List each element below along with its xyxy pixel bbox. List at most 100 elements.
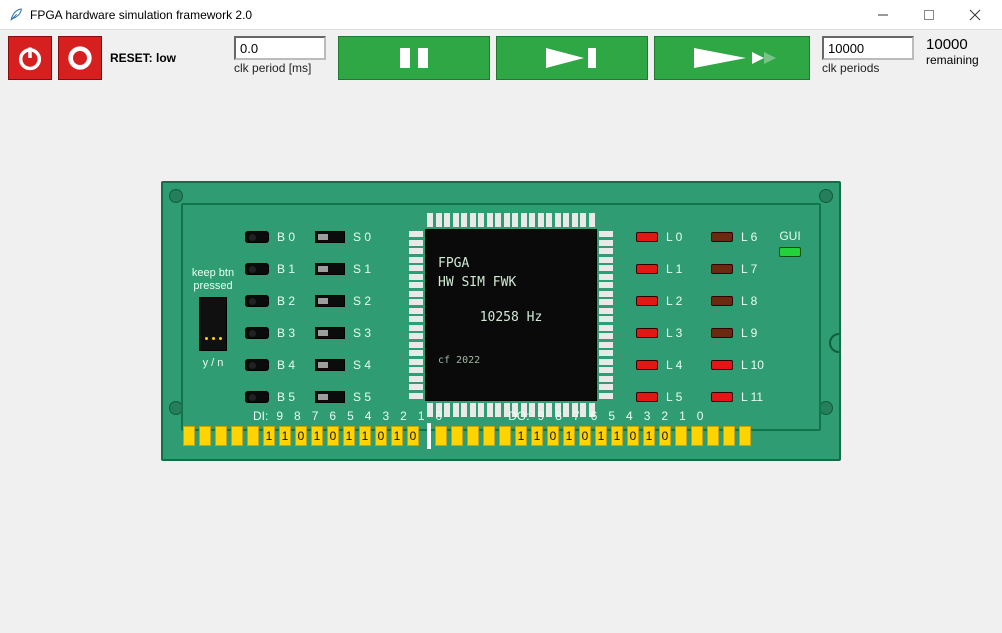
do-pad: 1 xyxy=(531,426,543,446)
push-button-b1[interactable] xyxy=(245,263,269,275)
toolbar: RESET: low clk period [ms] clk periods 1… xyxy=(0,30,1002,86)
io-pad xyxy=(199,426,211,446)
io-pad xyxy=(183,426,195,446)
push-button-b3[interactable] xyxy=(245,327,269,339)
power-button[interactable] xyxy=(8,36,52,80)
record-button[interactable] xyxy=(58,36,102,80)
di-pad[interactable]: 1 xyxy=(263,426,275,446)
do-index-labels: 9 8 7 6 5 4 3 2 1 0 xyxy=(538,409,704,423)
io-pad xyxy=(215,426,227,446)
titlebar: FPGA hardware simulation framework 2.0 xyxy=(0,0,1002,30)
di-pad[interactable]: 1 xyxy=(391,426,403,446)
led-l4 xyxy=(636,360,658,370)
io-pad xyxy=(435,426,447,446)
clk-period-caption: clk period [ms] xyxy=(234,61,311,75)
io-pad xyxy=(231,426,243,446)
chip-freq: 10258 Hz xyxy=(438,310,584,325)
di-pad[interactable]: 1 xyxy=(359,426,371,446)
dip-switch-s4[interactable] xyxy=(315,359,345,371)
do-label: DO: xyxy=(508,409,529,423)
di-do-labels: DI: 9 8 7 6 5 4 3 2 1 0 DO: 9 8 7 6 5 4 xyxy=(253,409,825,423)
di-index-labels: 9 8 7 6 5 4 3 2 1 0 xyxy=(276,409,442,423)
do-pad: 0 xyxy=(547,426,559,446)
pause-button[interactable] xyxy=(338,36,490,80)
io-separator xyxy=(427,423,431,449)
gui-label: GUI xyxy=(779,229,800,243)
di-pad[interactable]: 0 xyxy=(327,426,339,446)
s-label: S 3 xyxy=(353,326,377,340)
step-button[interactable] xyxy=(496,36,648,80)
close-button[interactable] xyxy=(952,0,998,30)
push-button-b0[interactable] xyxy=(245,231,269,243)
di-pad[interactable]: 1 xyxy=(311,426,323,446)
power-icon xyxy=(16,44,44,72)
led-column-a: L 0 L 1 L 2 L 3 L 4 L 5 xyxy=(636,229,682,405)
push-button-b2[interactable] xyxy=(245,295,269,307)
led-label: L 4 xyxy=(666,358,682,372)
led-label: L 1 xyxy=(666,262,682,276)
led-label: L 2 xyxy=(666,294,682,308)
led-label: L 8 xyxy=(741,294,757,308)
remaining-value: 10000 xyxy=(926,36,968,53)
led-l7 xyxy=(711,264,733,274)
play-run-icon xyxy=(684,44,780,72)
run-button[interactable] xyxy=(654,36,810,80)
play-step-icon xyxy=(532,44,612,72)
dip-switch-s1[interactable] xyxy=(315,263,345,275)
keep-toggle[interactable] xyxy=(199,297,227,351)
led-label: L 5 xyxy=(666,390,682,404)
clk-period-input[interactable] xyxy=(234,36,326,60)
led-l9 xyxy=(711,328,733,338)
s-label: S 2 xyxy=(353,294,377,308)
dip-switch-s2[interactable] xyxy=(315,295,345,307)
io-pad xyxy=(483,426,495,446)
s-label: S 5 xyxy=(353,390,377,404)
keep-button-block: keep btn pressed y / n xyxy=(187,267,239,370)
led-label: L 6 xyxy=(741,230,757,244)
do-pad: 1 xyxy=(643,426,655,446)
do-pad: 1 xyxy=(563,426,575,446)
switch-column: S 0 S 1 S 2 S 3 S 4 S 5 xyxy=(315,229,377,405)
pcb-silk-outline: keep btn pressed y / n B 0 B 1 B 2 B 3 B… xyxy=(181,203,821,431)
minimize-button[interactable] xyxy=(860,0,906,30)
di-pad[interactable]: 0 xyxy=(407,426,419,446)
window-title: FPGA hardware simulation framework 2.0 xyxy=(30,8,252,22)
di-pad[interactable]: 0 xyxy=(375,426,387,446)
clk-period-field: clk period [ms] xyxy=(234,36,326,75)
gui-led xyxy=(779,247,801,257)
led-l8 xyxy=(711,296,733,306)
chip-body: FPGA HW SIM FWK 10258 Hz cf 2022 xyxy=(425,229,597,401)
led-label: L 3 xyxy=(666,326,682,340)
maximize-button[interactable] xyxy=(906,0,952,30)
di-pad[interactable]: 0 xyxy=(295,426,307,446)
dip-switch-s5[interactable] xyxy=(315,391,345,403)
pcb-hole xyxy=(819,189,833,203)
io-pad xyxy=(707,426,719,446)
fpga-chip: FPGA HW SIM FWK 10258 Hz cf 2022 xyxy=(409,213,613,417)
led-label: L 0 xyxy=(666,230,682,244)
led-l0 xyxy=(636,232,658,242)
keep-label-1: keep btn xyxy=(187,267,239,280)
s-label: S 0 xyxy=(353,230,377,244)
b-label: B 0 xyxy=(277,230,301,244)
led-l10 xyxy=(711,360,733,370)
di-pad[interactable]: 1 xyxy=(279,426,291,446)
board-area: keep btn pressed y / n B 0 B 1 B 2 B 3 B… xyxy=(0,181,1002,461)
di-pad[interactable]: 1 xyxy=(343,426,355,446)
io-pad xyxy=(247,426,259,446)
close-icon xyxy=(969,9,981,21)
do-pad: 0 xyxy=(659,426,671,446)
clk-periods-input[interactable] xyxy=(822,36,914,60)
push-button-b4[interactable] xyxy=(245,359,269,371)
maximize-icon xyxy=(923,9,935,21)
b-label: B 4 xyxy=(277,358,301,372)
app-feather-icon xyxy=(8,7,24,23)
push-button-b5[interactable] xyxy=(245,391,269,403)
do-pad: 0 xyxy=(627,426,639,446)
remaining-caption: remaining xyxy=(926,53,979,67)
dip-switch-s3[interactable] xyxy=(315,327,345,339)
dip-switch-s0[interactable] xyxy=(315,231,345,243)
chip-pins-left xyxy=(409,231,423,399)
led-column-b: L 6 L 7 L 8 L 9 L 10 L 11 xyxy=(711,229,764,405)
s-label: S 1 xyxy=(353,262,377,276)
